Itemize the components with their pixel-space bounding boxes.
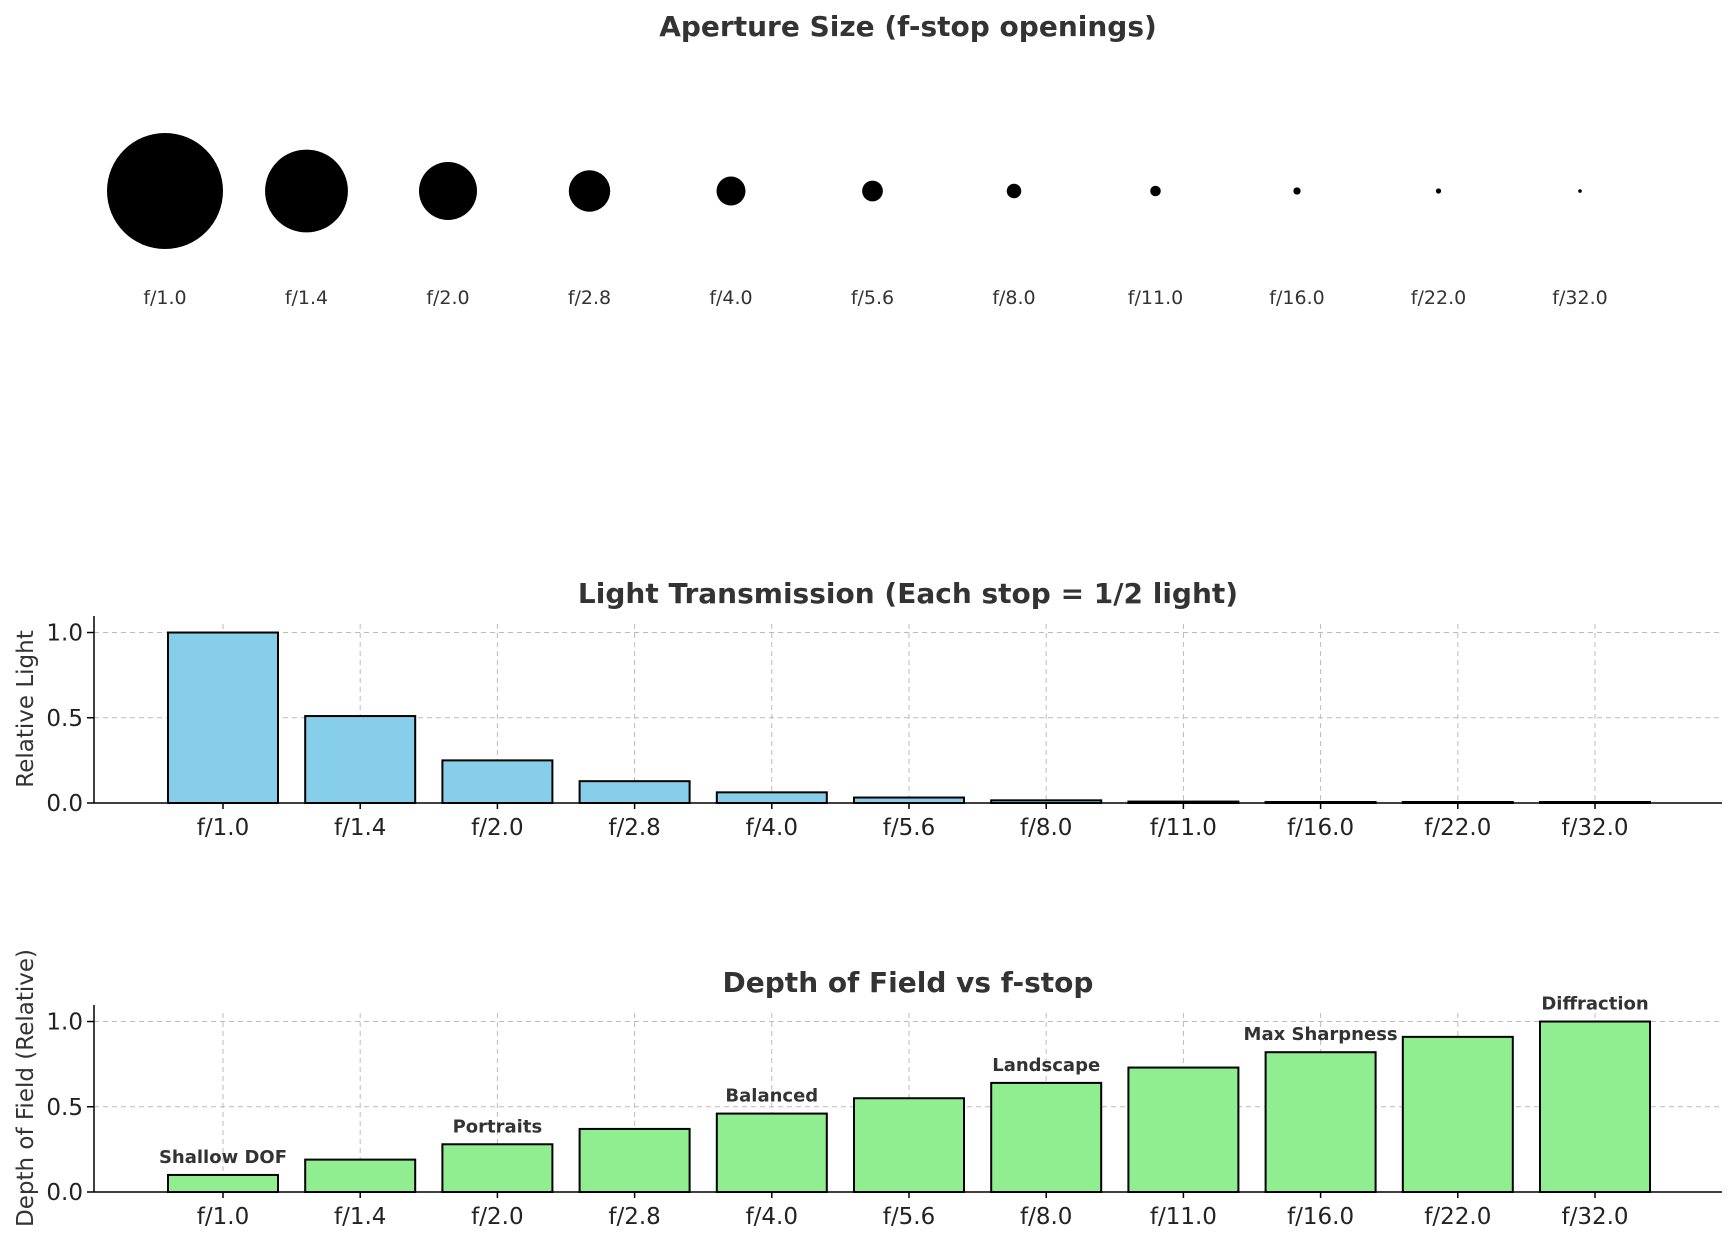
dof-xtick-label-3: f/2.8 — [608, 1204, 660, 1230]
aperture-panel: Aperture Size (f-stop openings) f/1.0 f/1… — [107, 10, 1608, 309]
light-panel: Light Transmission (Each stop = 1/2 ligh… — [13, 577, 1722, 841]
aperture-label-9: f/22.0 — [1411, 287, 1466, 309]
dof-ylabel: Depth of Field (Relative) — [13, 949, 39, 1227]
dof-xticks: f/1.0 f/1.4 f/2.0 f/2.8 f/4.0 f/5.6 f/8.0 f/11.… — [197, 1192, 1629, 1230]
light-xtick-label-4: f/4.0 — [746, 815, 798, 841]
dof-bar-7 — [1127, 1066, 1240, 1193]
aperture-label-3: f/2.8 — [568, 287, 611, 309]
aperture-label-8: f/16.0 — [1269, 287, 1324, 309]
aperture-circle-8 — [1293, 187, 1301, 195]
dof-annotation-0: Shallow DOF — [159, 1147, 287, 1168]
light-bar-5 — [853, 796, 965, 804]
light-xtick-label-0: f/1.0 — [197, 815, 249, 841]
dof-xtick-label-10: f/32.0 — [1561, 1204, 1628, 1230]
aperture-circle-5 — [862, 180, 883, 202]
aperture-label-7: f/11.0 — [1128, 287, 1183, 309]
light-yticks: 0.0 0.5 1.0 — [46, 621, 94, 817]
aperture-circle-2 — [419, 162, 477, 220]
light-ytick-label-0: 0.0 — [46, 791, 83, 817]
aperture-labels: f/1.0 f/1.4 f/2.0 f/2.8 f/4.0 f/5.6 f/8.0 f/11.… — [143, 287, 1607, 309]
light-bar-1 — [304, 715, 417, 804]
dof-xtick-label-2: f/2.0 — [471, 1204, 523, 1230]
aperture-label-5: f/5.6 — [851, 287, 894, 309]
aperture-circle-9 — [1435, 188, 1442, 194]
light-xtick-label-9: f/22.0 — [1424, 815, 1491, 841]
aperture-label-10: f/32.0 — [1552, 287, 1607, 309]
light-xtick-label-8: f/16.0 — [1287, 815, 1354, 841]
dof-bar-9 — [1401, 1035, 1514, 1194]
dof-ytick-label-2: 1.0 — [46, 1010, 83, 1036]
dof-bar-2 — [441, 1143, 554, 1194]
light-bar-4 — [715, 791, 828, 804]
aperture-circle-1 — [265, 149, 348, 233]
light-axes — [93, 616, 1722, 804]
aperture-label-6: f/8.0 — [992, 287, 1035, 309]
light-ylabel: Relative Light — [13, 630, 39, 787]
dof-yticks: 0.0 0.5 1.0 — [46, 1010, 94, 1206]
dof-annotation-4: Max Sharpness — [1244, 1024, 1398, 1045]
aperture-circle-10 — [1578, 189, 1582, 193]
light-title: Light Transmission (Each stop = 1/2 ligh… — [578, 577, 1238, 610]
aperture-circle-3 — [568, 170, 611, 212]
light-ytick-label-2: 1.0 — [46, 621, 83, 647]
aperture-circle-4 — [716, 176, 746, 206]
light-ytick-label-1: 0.5 — [46, 706, 83, 732]
aperture-label-2: f/2.0 — [426, 287, 469, 309]
dof-xtick-label-6: f/8.0 — [1020, 1204, 1072, 1230]
aperture-circle-6 — [1006, 183, 1022, 199]
dof-xtick-label-7: f/11.0 — [1150, 1204, 1217, 1230]
dof-title: Depth of Field vs f-stop — [723, 966, 1094, 999]
dof-ytick-label-0: 0.0 — [46, 1180, 83, 1206]
aperture-circles — [107, 133, 1582, 249]
light-bars — [167, 631, 1651, 805]
dof-xtick-label-0: f/1.0 — [197, 1204, 249, 1230]
dof-xtick-label-8: f/16.0 — [1287, 1204, 1354, 1230]
dof-annotation-2: Balanced — [725, 1086, 818, 1107]
dof-bar-8 — [1264, 1051, 1377, 1193]
light-xtick-label-3: f/2.8 — [608, 815, 660, 841]
dof-xtick-label-4: f/4.0 — [746, 1204, 798, 1230]
dof-bar-6 — [990, 1081, 1103, 1194]
dof-annotation-5: Diffraction — [1541, 994, 1648, 1015]
dof-bar-1 — [304, 1158, 417, 1193]
aperture-label-4: f/4.0 — [709, 287, 752, 309]
dof-bar-3 — [578, 1127, 691, 1194]
light-xticks: f/1.0 f/1.4 f/2.0 f/2.8 f/4.0 f/5.6 f/8.0 f/11.… — [197, 803, 1629, 841]
aperture-circle-0 — [107, 133, 223, 249]
light-xtick-label-1: f/1.4 — [334, 815, 386, 841]
dof-annotation-3: Landscape — [992, 1055, 1100, 1076]
dof-axes — [93, 1005, 1722, 1193]
dof-xtick-label-5: f/5.6 — [883, 1204, 935, 1230]
dof-annotation-1: Portraits — [453, 1116, 543, 1137]
light-xtick-label-10: f/32.0 — [1561, 815, 1628, 841]
dof-bars — [167, 1020, 1651, 1194]
dof-bar-5 — [853, 1097, 965, 1193]
dof-ytick-label-1: 0.5 — [46, 1095, 83, 1121]
dof-panel: Depth of Field vs f-stop Depth of Field … — [13, 949, 1722, 1230]
aperture-circle-7 — [1150, 185, 1161, 197]
light-bar-3 — [578, 780, 691, 805]
dof-bar-0 — [167, 1173, 279, 1194]
light-xtick-label-5: f/5.6 — [883, 815, 935, 841]
light-bar-2 — [441, 759, 554, 805]
dof-annotations: Shallow DOF Portraits Balanced Landscape Max… — [159, 994, 1649, 1168]
dof-bar-10 — [1539, 1020, 1651, 1193]
aperture-title: Aperture Size (f-stop openings) — [659, 10, 1157, 43]
light-xtick-label-6: f/8.0 — [1020, 815, 1072, 841]
dof-xtick-label-9: f/22.0 — [1424, 1204, 1491, 1230]
light-xtick-label-2: f/2.0 — [471, 815, 523, 841]
aperture-label-0: f/1.0 — [143, 287, 186, 309]
light-bar-0 — [167, 631, 279, 804]
dof-bar-4 — [715, 1112, 828, 1193]
dof-xtick-label-1: f/1.4 — [334, 1204, 386, 1230]
light-xtick-label-7: f/11.0 — [1150, 815, 1217, 841]
aperture-label-1: f/1.4 — [285, 287, 328, 309]
